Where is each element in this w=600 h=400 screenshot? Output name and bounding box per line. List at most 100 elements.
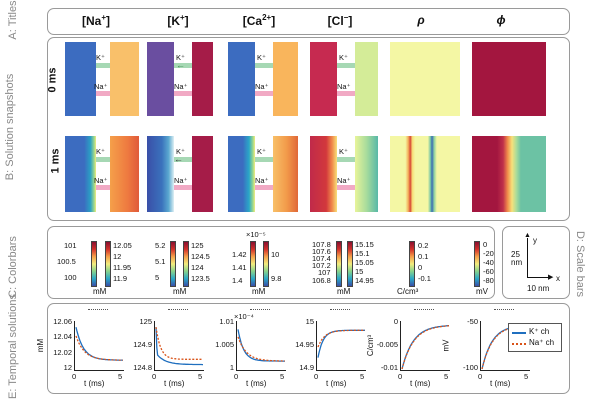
snapshot-k-1ms: K⁺ Na⁺ ←: [147, 136, 213, 212]
axis-exponent: ×10⁻⁴: [234, 312, 254, 321]
k-channel-line: [237, 329, 285, 362]
na-channel-line: [401, 325, 450, 370]
y-tick-label: -50: [467, 317, 478, 326]
y-tick-label: 14.9: [299, 363, 314, 372]
y-tick-label: 12.04: [53, 332, 72, 342]
k-channel-line: [75, 327, 123, 361]
title-rho: ρ: [417, 13, 425, 27]
na-channel-line: [75, 335, 123, 361]
title-phi: ϕ: [496, 13, 506, 27]
row-label-temporal: E: Temporal solutions: [7, 294, 19, 399]
na-channel-line: [155, 327, 203, 360]
dotted-marker: [414, 309, 434, 310]
x-axis-label: t (ms): [410, 379, 431, 388]
row-label-scale: D: Scale bars: [574, 230, 586, 298]
arrow-right-icon: ▶: [548, 274, 554, 281]
time-label-1ms: 1 ms: [49, 148, 62, 174]
scale-horizontal-bar: [527, 277, 550, 278]
plot-axes: [236, 321, 286, 371]
snapshot-ca-0ms: K⁺ Na⁺: [228, 42, 298, 116]
scale-vertical-bar: [527, 238, 528, 278]
channel-label-k: K⁺: [176, 147, 185, 156]
y-tick-label: 12.02: [53, 347, 72, 357]
scale-panel: [502, 226, 570, 299]
snapshot-phi-0ms: [472, 42, 546, 116]
y-tick-label: 124.9: [133, 340, 152, 349]
y-tick-label: -0.005: [376, 340, 398, 349]
y-tick-label: 15: [305, 317, 314, 326]
x-tick-label: 5: [444, 372, 449, 381]
y-tick-label: 1: [229, 363, 234, 372]
snapshot-rho-1ms: [390, 136, 460, 212]
channel-label-na: Na⁺: [337, 82, 351, 91]
snapshots-panel: [47, 37, 570, 221]
plot-axes: [316, 321, 366, 371]
x-axis-label: t (ms): [246, 379, 267, 388]
x-axis-label: t (ms): [490, 379, 511, 388]
arrow-up-icon: ▲: [524, 232, 531, 239]
row-label-colorbars: C: Colorbars: [7, 236, 19, 298]
y-tick-label: -100: [462, 363, 478, 372]
x-tick-label: 0: [398, 372, 403, 381]
snapshot-na-0ms: K⁺ Na⁺: [65, 42, 139, 116]
dotted-marker: [494, 309, 514, 310]
snapshot-ca-1ms: K⁺ Na⁺: [228, 136, 298, 212]
channel-label-k: K⁺: [176, 53, 185, 62]
title-cl: [Cl−]: [327, 13, 353, 28]
arrow-left-icon: ←: [174, 154, 183, 164]
snapshot-rho-0ms: [390, 42, 460, 116]
x-axis-label: t (ms): [326, 379, 347, 388]
arrow-left-icon: ←: [176, 60, 185, 70]
channel-label-na: Na⁺: [255, 82, 269, 91]
y-tick-label: 1.01: [219, 317, 234, 326]
plot-axes: [400, 321, 450, 371]
channel-label-na: Na⁺: [174, 82, 188, 91]
y-tick-label: 125: [139, 317, 152, 326]
x-tick-label: 0: [152, 372, 157, 381]
y-tick-label: -0.01: [380, 363, 398, 372]
channel-label-k: K⁺: [339, 53, 348, 62]
channel-label-na: Na⁺: [174, 176, 188, 185]
x-tick-label: 5: [118, 372, 123, 381]
k-channel-line: [317, 329, 365, 358]
y-tick-label: 1.005: [215, 340, 234, 349]
y-axis-label: mM: [36, 338, 46, 353]
y-tick-label: 124.8: [133, 363, 152, 372]
dotted-marker: [168, 309, 188, 310]
na-channel-line: [481, 324, 529, 370]
channel-label-na: Na⁺: [337, 176, 351, 185]
legend-k-label: K⁺ ch: [529, 327, 550, 336]
temporal-panel: [47, 303, 570, 394]
y-tick-label: 12: [63, 363, 72, 372]
x-tick-label: 0: [234, 372, 239, 381]
legend-na-label: Na⁺ ch: [529, 338, 555, 347]
y-tick-label: 12.06: [53, 317, 72, 326]
x-tick-label: 5: [524, 372, 529, 381]
dotted-marker: [88, 309, 108, 310]
channel-label-na: Na⁺: [94, 82, 108, 91]
channel-label-k: K⁺: [257, 147, 266, 156]
dotted-marker: [250, 309, 270, 310]
x-axis-label: t (ms): [164, 379, 185, 388]
title-k: [K+]: [167, 13, 189, 28]
title-ca: [Ca2+]: [242, 13, 276, 28]
row-label-titles: A: Titles: [7, 0, 19, 40]
time-label-0ms: 0 ms: [46, 67, 59, 93]
plot-axes: [154, 321, 204, 371]
snapshot-na-1ms: K⁺ Na⁺: [65, 136, 139, 212]
snapshot-cl-1ms: K⁺ Na⁺: [310, 136, 378, 212]
titles-panel: [47, 8, 570, 35]
snapshot-k-0ms: K⁺ Na⁺ ←: [147, 42, 213, 116]
x-tick-label: 5: [360, 372, 365, 381]
y-tick-label: 14.95: [295, 340, 314, 349]
plot-axes: [74, 321, 124, 371]
title-na: [Na+]: [81, 13, 110, 28]
dotted-marker: [330, 309, 350, 310]
row-label-snapshots: B: Solution snapshots: [4, 73, 16, 181]
snapshot-phi-1ms: [472, 136, 546, 212]
k-channel-line: [155, 327, 203, 366]
channel-label-k: K⁺: [96, 147, 105, 156]
x-tick-label: 5: [280, 372, 285, 381]
legend-k-swatch: [512, 332, 526, 334]
x-tick-label: 0: [478, 372, 483, 381]
